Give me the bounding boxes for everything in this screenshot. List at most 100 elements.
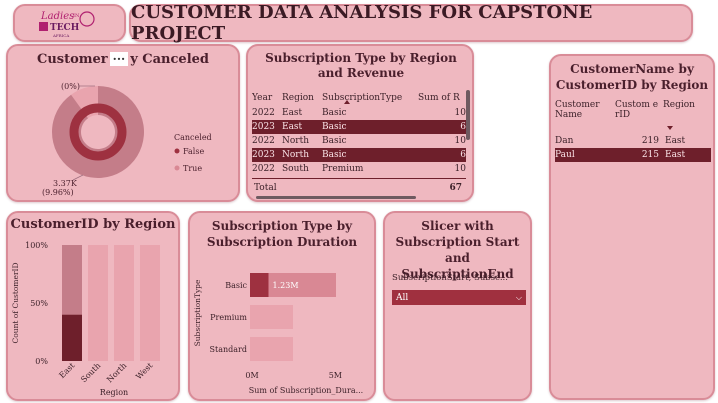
x-tick-label: 5M <box>329 371 342 380</box>
custtable-cell-region: East <box>665 150 686 160</box>
more-options-button[interactable]: ··· <box>109 52 129 66</box>
x-tick-label: South <box>79 361 102 384</box>
total-label: Total <box>254 183 277 193</box>
subtable-cell-type: Premium <box>322 164 364 174</box>
logo-line3: TECH <box>50 23 80 33</box>
subscription-region-table-card[interactable]: Subscription Type by Region and Revenue … <box>246 44 474 202</box>
subtable-title: Subscription Type by Region and Revenue <box>265 51 457 80</box>
subtable-row[interactable]: 2022 South Premium 10 <box>252 162 466 176</box>
slicer-dropdown[interactable]: All ⌵ <box>392 290 526 305</box>
subtable-header-sum[interactable]: Sum of R <box>418 93 460 103</box>
subtable-row[interactable]: 2023 North Basic 6 <box>252 148 466 162</box>
customer-table-card[interactable]: CustomerName by CustomerID by Region Cus… <box>549 54 715 400</box>
customerid-region-card[interactable]: CustomerID by Region 0% 50% 100% East South N… <box>6 211 180 401</box>
bar-segment-north[interactable] <box>114 245 134 361</box>
horizontal-scrollbar[interactable] <box>256 196 416 199</box>
canceled-donut-card[interactable]: Customer ··· y Canceled (0%) 3.37K (9.96%)… <box>6 44 240 202</box>
total-value: 67 <box>449 183 462 193</box>
donut-title-left: Customer <box>36 52 108 67</box>
bar-segment-south[interactable] <box>88 245 108 361</box>
custtable-row[interactable]: Dan 219 East <box>555 134 711 148</box>
x-tick-label: West <box>134 360 155 381</box>
subtable-cell-year: 2022 <box>252 136 275 146</box>
logo-line1: Ladies <box>40 11 74 22</box>
logo-mark <box>38 22 48 31</box>
y-tick-label: 100% <box>25 241 48 250</box>
custtable-cell-id: 219 <box>641 136 659 146</box>
y-tick-label: 50% <box>30 299 48 308</box>
legend-true-label[interactable]: True <box>183 164 202 173</box>
subtable-cell-type: Basic <box>322 122 347 132</box>
region-stacked-chart: 0% 50% 100% East South North West Count of Cust… <box>11 241 160 397</box>
chevron-down-icon[interactable]: ⌵ <box>515 292 522 302</box>
subtable-cell-sum: 6 <box>460 150 466 160</box>
custtable-header-name[interactable]: Customer Name <box>555 100 600 120</box>
bar-background-premium[interactable] <box>250 305 293 329</box>
bar-segment-east[interactable] <box>62 314 82 361</box>
x-tick-label: North <box>105 361 128 384</box>
subtable-row[interactable]: 2023 East Basic 6 <box>252 120 466 134</box>
custtable-sort-icon[interactable] <box>667 126 673 130</box>
custtable-cell-name: Paul <box>555 150 575 160</box>
region-chart-title: CustomerID by Region <box>10 217 176 232</box>
subtable: Year Region SubscriptionType Sum of R 20… <box>252 90 466 176</box>
x-axis-label: Region <box>100 388 128 397</box>
legend-false-label[interactable]: False <box>183 147 204 156</box>
custtable: Customer Name Custom erID Region Dan 219 E… <box>555 100 711 162</box>
subtable-cell-sum: 10 <box>454 136 466 146</box>
vertical-scrollbar[interactable] <box>466 90 470 140</box>
donut-chart: (0%) 3.37K (9.96%) Canceled False True <box>42 82 212 197</box>
logo-line2: IN <box>73 13 80 19</box>
y-axis-label: Count of CustomerID <box>11 262 20 343</box>
subtable-cell-region: East <box>282 122 303 132</box>
subtable-cell-year: 2023 <box>252 122 275 132</box>
logo-line4: AFRICA <box>52 33 69 38</box>
slicer-selected-value: All <box>396 292 409 303</box>
subscription-duration-card[interactable]: Subscription Type by Subscription Durati… <box>188 211 376 401</box>
sort-arrow-icon[interactable] <box>344 100 350 104</box>
x-axis-label: Sum of Subscription_Dura... <box>249 386 363 395</box>
date-slicer-card[interactable]: Slicer with Subscription Start and Subsc… <box>383 211 532 401</box>
subtable-cell-year: 2022 <box>252 164 275 174</box>
subtable-row[interactable]: 2022 East Basic 10 <box>252 106 466 120</box>
y-axis-label: SubscriptionType <box>193 279 202 346</box>
subtable-header-type[interactable]: SubscriptionType <box>322 93 403 103</box>
donut-title: Customer ··· y Canceled <box>8 52 238 67</box>
subtable-cell-region: North <box>282 150 310 160</box>
custtable-row[interactable]: Paul 215 East <box>555 148 711 162</box>
subtable-row[interactable]: 2022 North Basic 10 <box>252 134 466 148</box>
donut-title-right: y Canceled <box>130 52 209 67</box>
subtable-header-year[interactable]: Year <box>252 93 273 103</box>
subtable-cell-sum: 10 <box>454 108 466 118</box>
bar-segment-west[interactable] <box>140 245 160 361</box>
subtable-header-region[interactable]: Region <box>282 93 314 103</box>
donut-inner-ring <box>69 103 127 161</box>
bar-segment-east[interactable] <box>62 245 82 315</box>
page-title: CUSTOMER DATA ANALYSIS FOR CAPSTONE PROJ… <box>129 2 693 44</box>
custtable-cell-region: East <box>665 136 686 146</box>
total-divider <box>252 178 466 179</box>
donut-slice-false[interactable] <box>52 86 145 178</box>
bar-background-standard[interactable] <box>250 337 293 361</box>
bar-basic[interactable] <box>250 273 269 297</box>
custtable-header-id[interactable]: Custom erID <box>615 100 659 120</box>
legend-title: Canceled <box>174 133 212 142</box>
logo-flower <box>78 11 95 27</box>
subtable-cell-type: Basic <box>322 108 347 118</box>
custtable-header-region[interactable]: Region <box>663 100 695 110</box>
leader-line-bottom <box>72 174 84 181</box>
custtable-title: CustomerName by CustomerID by Region <box>555 62 709 92</box>
slicer-field-label: SubscriptionStart, Subsc... <box>392 273 508 283</box>
custtable-body: Dan 219 East Paul 215 East <box>555 134 711 162</box>
subtable-cell-year: 2022 <box>252 108 275 118</box>
subtable-cell-region: East <box>282 108 303 118</box>
y-tick-label: Standard <box>210 345 247 354</box>
subtable-cell-sum: 6 <box>460 122 466 132</box>
subtable-viewport: Year Region SubscriptionType Sum of R 20… <box>252 90 466 194</box>
duration-chart-title: Subscription Type by Subscription Durati… <box>206 219 358 249</box>
subtable-cell-year: 2023 <box>252 150 275 160</box>
x-tick-label: 0M <box>245 371 258 380</box>
slicer-title: Slicer with Subscription Start and Subsc… <box>395 219 520 281</box>
subtable-body: 2022 East Basic 10 2023 East Basic 6 2022 North Ba… <box>252 106 466 176</box>
custtable-cell-id: 215 <box>641 150 659 160</box>
